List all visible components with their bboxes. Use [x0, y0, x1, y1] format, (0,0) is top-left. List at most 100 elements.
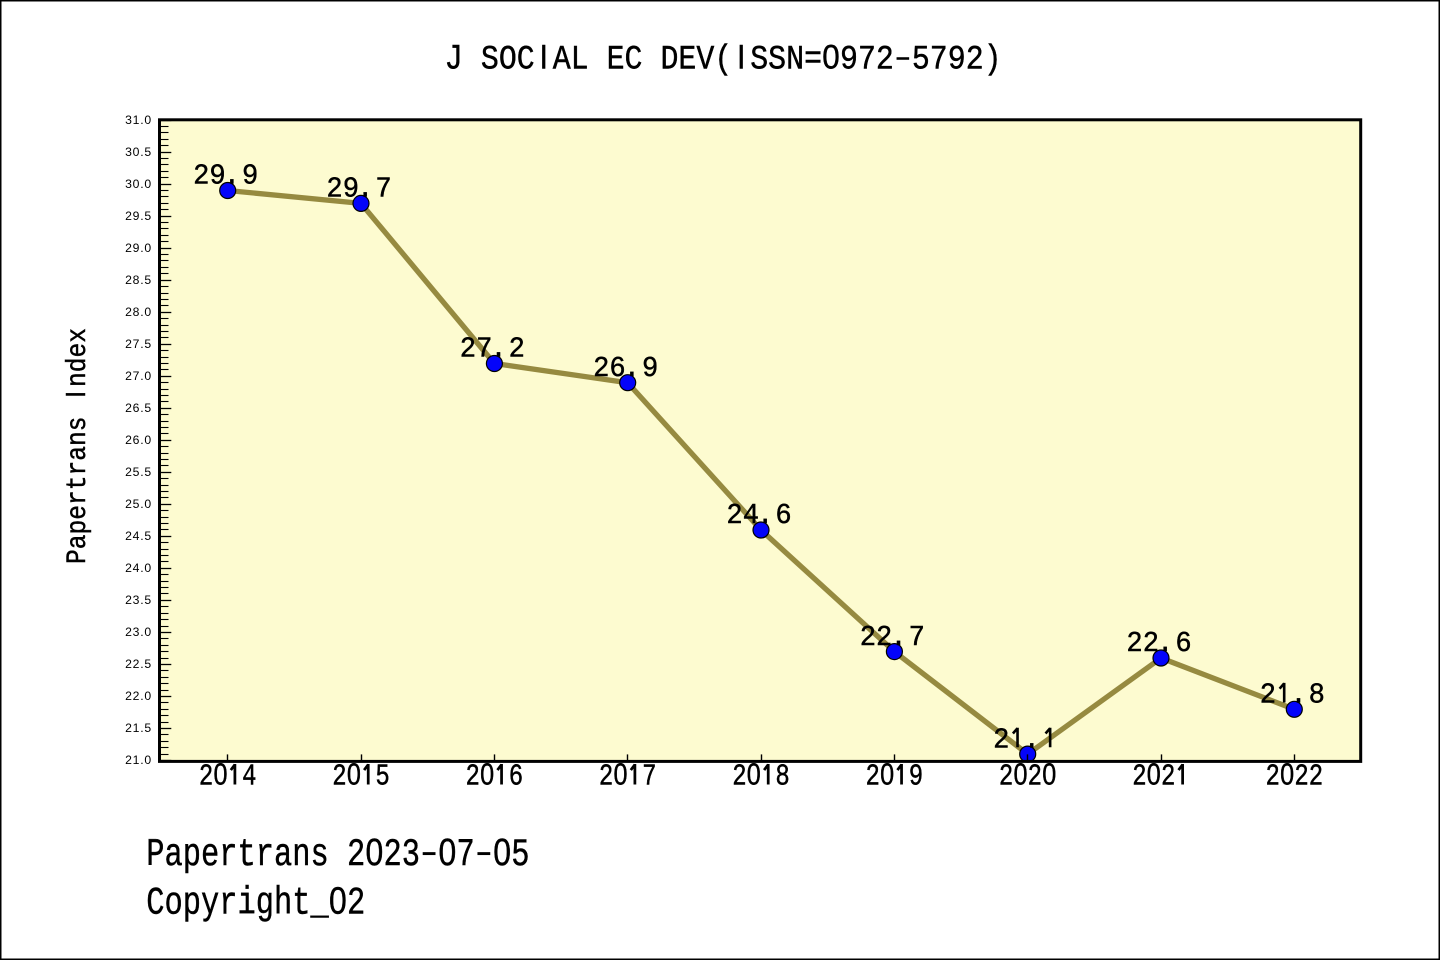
svg-text:p: p	[62, 520, 94, 535]
svg-text:0: 0	[480, 757, 494, 791]
svg-text:0: 0	[747, 757, 761, 791]
svg-text:2: 2	[509, 334, 525, 366]
svg-text:6: 6	[609, 353, 625, 385]
svg-text:21.5: 21.5	[125, 721, 152, 735]
svg-text:.: .	[1024, 725, 1040, 757]
svg-text:.: .	[1157, 629, 1173, 661]
svg-text:p: p	[183, 834, 201, 877]
svg-text:n: n	[62, 372, 94, 387]
svg-text:2: 2	[966, 40, 984, 79]
svg-text:6: 6	[775, 500, 791, 532]
svg-text:r: r	[219, 834, 237, 877]
svg-text:a: a	[62, 446, 94, 461]
svg-text:7: 7	[375, 174, 391, 206]
svg-text:a: a	[274, 834, 292, 877]
svg-text:2: 2	[383, 834, 401, 877]
svg-text:22.5: 22.5	[125, 657, 152, 671]
svg-text:g: g	[256, 882, 274, 925]
svg-text:r: r	[256, 834, 274, 877]
svg-text:.: .	[1290, 680, 1306, 712]
svg-text:L: L	[571, 40, 589, 79]
svg-text:2: 2	[860, 622, 876, 654]
svg-text:2: 2	[599, 760, 613, 794]
svg-text:N: N	[786, 40, 804, 79]
svg-text:e: e	[62, 505, 94, 520]
svg-text:(: (	[714, 40, 732, 79]
svg-text:S: S	[768, 40, 786, 79]
svg-text:9: 9	[948, 40, 966, 79]
svg-text:2: 2	[1028, 760, 1042, 794]
svg-text:0: 0	[613, 757, 627, 791]
svg-text:2: 2	[866, 760, 880, 794]
svg-text:9: 9	[909, 760, 923, 794]
svg-text:r: r	[62, 490, 94, 505]
svg-text:E: E	[678, 40, 696, 79]
svg-text:9: 9	[840, 40, 858, 79]
svg-text:26.0: 26.0	[125, 433, 152, 447]
svg-text:30.5: 30.5	[125, 145, 152, 159]
svg-text:7: 7	[642, 760, 656, 794]
svg-text:27.0: 27.0	[125, 369, 152, 383]
svg-text:26.5: 26.5	[125, 401, 152, 415]
svg-text:n: n	[62, 431, 94, 446]
svg-text:0: 0	[329, 880, 347, 922]
svg-text:9: 9	[242, 161, 258, 193]
svg-text:9: 9	[642, 353, 658, 385]
svg-text:2: 2	[593, 353, 609, 385]
svg-text:2: 2	[1126, 629, 1142, 661]
svg-text:28.5: 28.5	[125, 273, 152, 287]
svg-text:2: 2	[726, 500, 742, 532]
svg-text:s: s	[310, 834, 328, 877]
svg-text:S: S	[750, 40, 768, 79]
svg-text:=: =	[804, 40, 822, 79]
svg-text:4: 4	[743, 500, 759, 532]
svg-text:O: O	[499, 40, 517, 79]
svg-text:2: 2	[1161, 760, 1175, 794]
svg-text:7: 7	[476, 334, 492, 366]
svg-text:2: 2	[460, 334, 476, 366]
svg-text:A: A	[553, 40, 572, 79]
svg-text:7: 7	[930, 40, 948, 79]
svg-text:2: 2	[193, 161, 209, 193]
svg-text:C: C	[625, 40, 643, 79]
svg-text:i: i	[237, 882, 255, 925]
svg-text:2: 2	[1309, 760, 1323, 794]
svg-text:31.0: 31.0	[125, 113, 152, 127]
svg-text:2: 2	[332, 760, 346, 794]
svg-text:7: 7	[909, 622, 925, 654]
svg-text:23.0: 23.0	[125, 625, 152, 639]
svg-text:24.0: 24.0	[125, 561, 152, 575]
svg-text:22.0: 22.0	[125, 689, 152, 703]
svg-text:25.0: 25.0	[125, 497, 152, 511]
svg-text:J: J	[447, 38, 462, 76]
svg-text:0: 0	[1147, 757, 1161, 791]
svg-text:29.0: 29.0	[125, 241, 152, 255]
svg-text:p: p	[183, 882, 201, 925]
svg-text:2: 2	[466, 760, 480, 794]
svg-text:.: .	[624, 353, 640, 385]
svg-text:29.5: 29.5	[125, 209, 152, 223]
svg-text:2: 2	[1143, 629, 1159, 661]
svg-text:5: 5	[511, 834, 529, 877]
svg-text:0: 0	[822, 37, 839, 75]
svg-text:5: 5	[375, 760, 389, 794]
svg-text:t: t	[292, 882, 310, 925]
svg-text:2: 2	[1266, 760, 1280, 794]
svg-text:6: 6	[509, 760, 523, 794]
svg-text:.: .	[357, 174, 373, 206]
svg-text:25.5: 25.5	[125, 465, 152, 479]
svg-text:C: C	[146, 882, 164, 925]
svg-text:9: 9	[209, 161, 225, 193]
svg-text:7: 7	[456, 834, 474, 877]
svg-text:0: 0	[1013, 757, 1027, 791]
svg-text:d: d	[62, 357, 94, 372]
svg-text:0: 0	[365, 831, 383, 873]
svg-text:2: 2	[876, 622, 892, 654]
svg-text:5: 5	[912, 40, 930, 79]
svg-text:n: n	[292, 834, 310, 877]
svg-text:): )	[984, 40, 1002, 79]
svg-text:.: .	[890, 622, 906, 654]
svg-text:8: 8	[1309, 680, 1325, 712]
svg-text:6: 6	[1175, 629, 1191, 661]
svg-text:r: r	[62, 461, 94, 476]
